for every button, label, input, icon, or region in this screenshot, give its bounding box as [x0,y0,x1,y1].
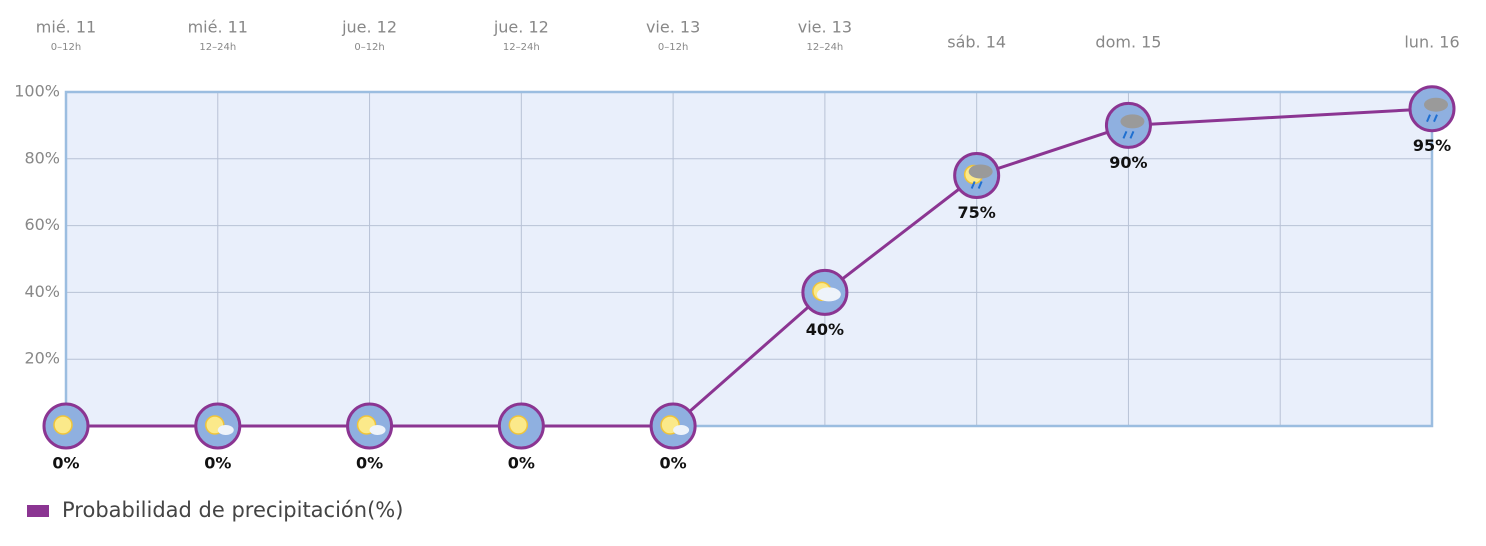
data-label: 0% [204,454,231,473]
plot-border [64,90,1434,428]
y-tick-label: 80% [24,148,60,167]
weather-cloud [968,164,993,179]
weather-cloud [816,287,841,302]
x-tick-sublabel: 0–12h [51,42,81,53]
weather-sun [508,415,529,435]
x-tick-label: sáb. 14 [947,33,1006,52]
x-tick-sublabel: 12–24h [806,42,843,53]
weather-cloud [369,425,386,435]
weather-cloud [673,425,690,435]
x-tick-label: mié. 11 [36,18,96,37]
data-label: 75% [958,203,996,222]
data-label: 95% [1413,136,1451,155]
x-tick-sublabel: 12–24h [503,42,540,53]
y-tick-label: 100% [14,82,60,101]
plot-area [66,92,1432,426]
y-tick-label: 20% [24,349,60,368]
data-label: 40% [806,320,844,339]
legend-label: Probabilidad de precipitación(%) [62,498,403,522]
x-tick-sublabel: 12–24h [199,42,236,53]
weather-cloud [1424,97,1448,112]
weather-rain [1426,114,1438,123]
x-tick-sublabel: 0–12h [658,42,688,53]
x-tick-label: jue. 12 [341,18,397,37]
x-tick-label: jue. 12 [493,18,549,37]
weather-sun [53,415,73,435]
weather-cloud [217,425,234,435]
x-tick-label: vie. 13 [798,18,852,37]
x-tick-sublabel: 0–12h [354,42,384,53]
data-label: 0% [356,454,383,473]
y-tick-label: 40% [24,282,60,301]
data-label: 0% [52,454,79,473]
legend-swatch [27,505,49,517]
x-tick-label: lun. 16 [1404,33,1459,52]
weather-cloud [1120,114,1145,129]
data-label: 0% [508,454,535,473]
x-tick-label: mié. 11 [188,18,248,37]
data-label: 0% [660,454,687,473]
x-tick-label: dom. 15 [1095,33,1161,52]
weather-rain [1122,131,1135,139]
data-label: 90% [1109,153,1147,172]
y-tick-label: 60% [24,215,60,234]
weather-rain [970,181,983,189]
x-tick-label: vie. 13 [646,18,700,37]
